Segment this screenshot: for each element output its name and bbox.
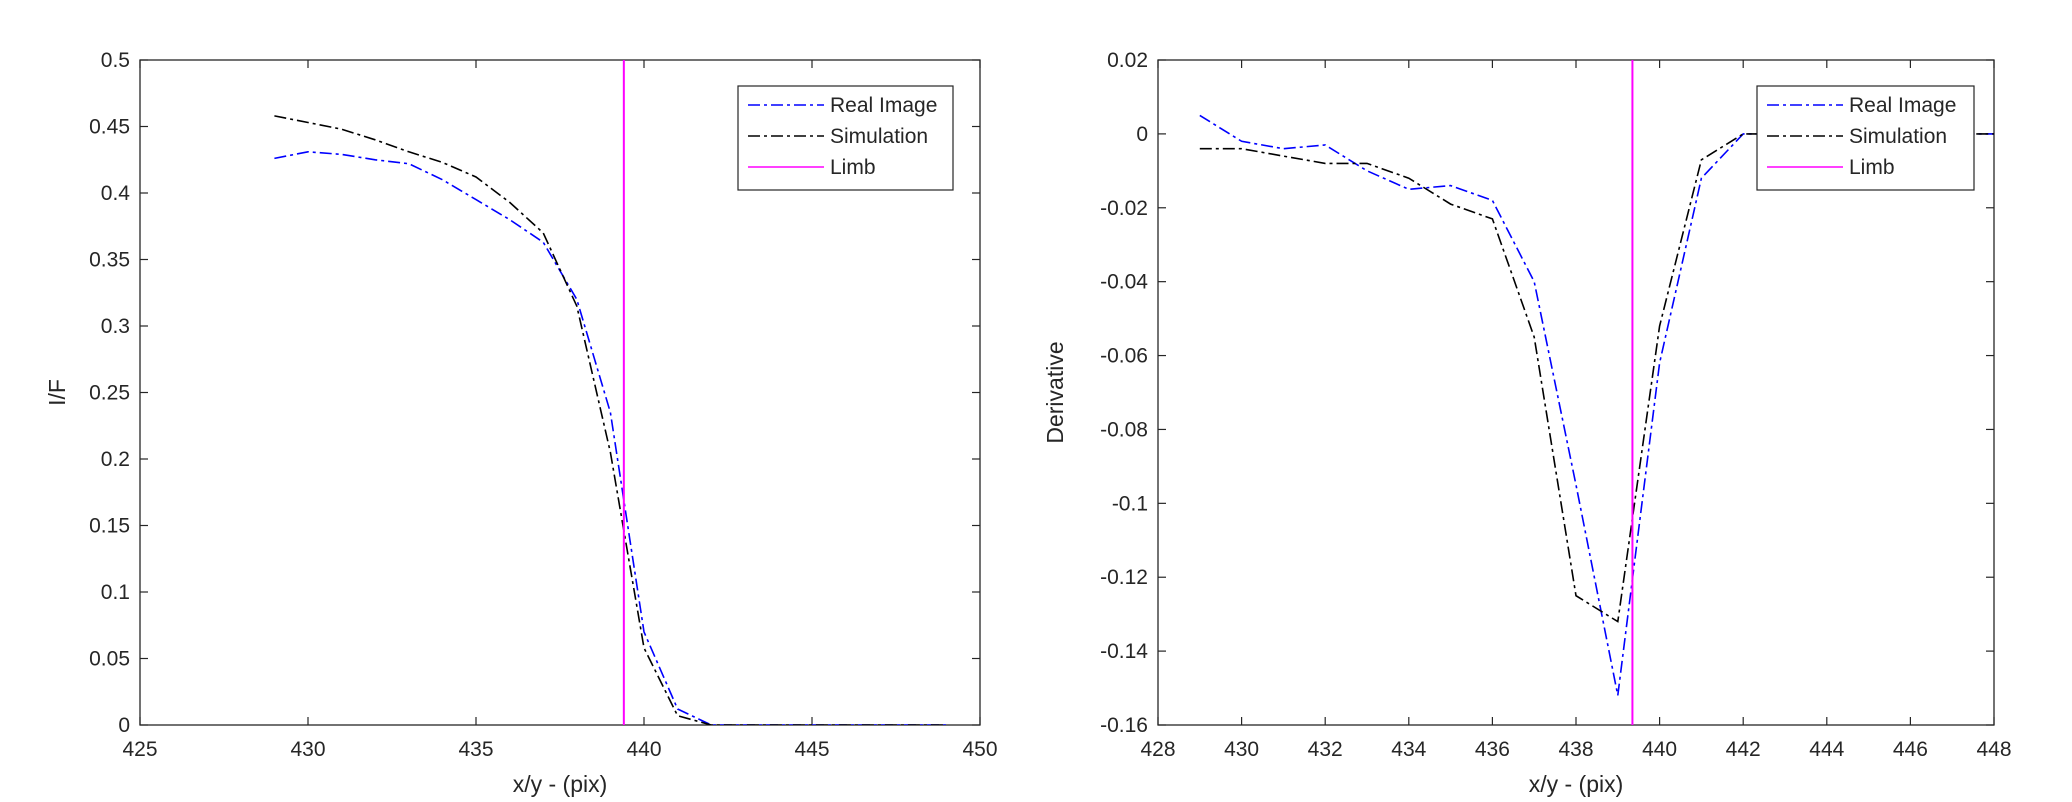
y-tick-label: 0.3 xyxy=(101,315,130,338)
series-line-simulation xyxy=(274,115,947,725)
x-tick-label: 445 xyxy=(794,738,829,761)
x-tick-label: 448 xyxy=(1976,738,2011,761)
y-tick-label: 0.02 xyxy=(1107,49,1148,72)
x-tick-label: 425 xyxy=(122,738,157,761)
y-tick-label: -0.02 xyxy=(1100,197,1148,220)
y-tick-label: 0 xyxy=(1136,123,1148,146)
legend-label: Real Image xyxy=(1849,94,1956,117)
y-tick-label: 0.2 xyxy=(101,448,130,471)
legend-label: Limb xyxy=(1849,156,1895,179)
x-axis-label: x/y - (pix) xyxy=(513,771,608,797)
y-tick-label: 0.35 xyxy=(89,249,130,272)
x-tick-label: 444 xyxy=(1809,738,1844,761)
x-tick-label: 442 xyxy=(1726,738,1761,761)
y-tick-label: 0.1 xyxy=(101,581,130,604)
y-tick-label: 0.4 xyxy=(101,182,131,205)
x-tick-label: 436 xyxy=(1475,738,1510,761)
x-tick-label: 430 xyxy=(290,738,325,761)
series-line-real-image xyxy=(1199,114,1994,696)
x-tick-label: 440 xyxy=(1642,738,1677,761)
legend-box xyxy=(737,85,954,191)
y-tick-label: 0 xyxy=(118,714,130,737)
y-tick-label: 0.5 xyxy=(101,49,130,72)
x-axis-label: x/y - (pix) xyxy=(1529,771,1624,797)
x-tick-label: 430 xyxy=(1224,738,1259,761)
x-tick-label: 434 xyxy=(1391,738,1426,761)
y-tick-label: 0.15 xyxy=(89,515,130,538)
derivative-plot: 428 430 432 434 436 438 440 442 444 446 448 -0.16 -0… xyxy=(1042,49,2012,797)
y-tick-label: -0.1 xyxy=(1112,492,1148,515)
y-tick-label: 0.45 xyxy=(89,116,130,139)
legend-label: Real Image xyxy=(830,94,937,117)
y-tick-label: -0.12 xyxy=(1100,566,1148,589)
y-axis-label: I/F xyxy=(44,379,70,406)
legend-box xyxy=(1756,85,1975,191)
x-tick-label: 450 xyxy=(962,738,997,761)
x-tick-label: 428 xyxy=(1140,738,1175,761)
y-tick-label: 0.25 xyxy=(89,382,130,405)
legend-label: Simulation xyxy=(1849,125,1947,148)
x-tick-label: 435 xyxy=(458,738,493,761)
y-tick-label: -0.04 xyxy=(1100,271,1148,294)
y-tick-label: -0.14 xyxy=(1100,640,1148,663)
x-tick-label: 432 xyxy=(1308,738,1343,761)
y-tick-label: 0.05 xyxy=(89,648,130,671)
y-tick-label: -0.08 xyxy=(1100,418,1148,441)
y-tick-label: -0.06 xyxy=(1100,345,1148,368)
y-axis-label: Derivative xyxy=(1042,341,1068,443)
x-tick-label: 446 xyxy=(1893,738,1928,761)
legend-label: Simulation xyxy=(830,125,928,148)
x-tick-label: 438 xyxy=(1558,738,1593,761)
legend-label: Limb xyxy=(830,156,876,179)
x-tick-label: 440 xyxy=(626,738,661,761)
y-tick-label: -0.16 xyxy=(1100,714,1148,737)
intensity-plot: 425 430 435 440 445 450 0 0.05 0.1 0.15 0.2 0.25 0.3… xyxy=(44,49,998,797)
